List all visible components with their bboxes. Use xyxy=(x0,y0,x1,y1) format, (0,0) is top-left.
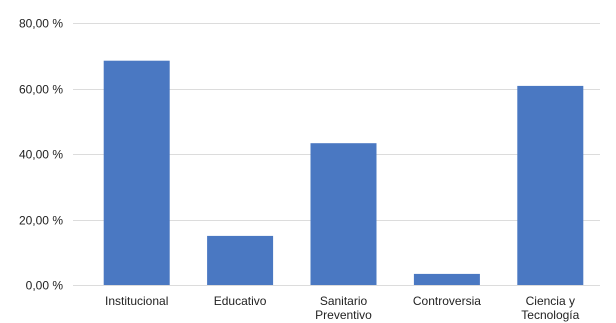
x-category-label-line: Preventivo xyxy=(315,308,372,322)
x-category-label-line: Tecnología xyxy=(521,308,579,322)
x-category-label: Sanitario Preventivo xyxy=(315,294,372,322)
bar-sanitario-preventivo xyxy=(310,143,377,285)
bar-institucional xyxy=(103,60,170,286)
bars xyxy=(103,60,584,286)
y-tick-label: 60,00 % xyxy=(19,83,63,97)
x-category-label-line: Sanitario xyxy=(320,294,368,308)
bar-educativo xyxy=(207,235,274,285)
x-category-label: Ciencia y Tecnología xyxy=(521,294,579,322)
bar-ciencia-y-tecnolog-a xyxy=(517,85,584,286)
bar-controversia xyxy=(413,273,480,285)
x-category-label-line: Controversia xyxy=(413,294,481,308)
y-tick-label: 80,00 % xyxy=(19,17,63,31)
x-category-label: Institucional xyxy=(105,294,168,308)
y-axis-tick-labels: 0,00 % 20,00 % 40,00 % 60,00 % 80,00 % xyxy=(19,17,63,293)
x-axis-category-labels: Institucional Educativo Sanitario Preventiv… xyxy=(105,294,580,322)
x-category-label-line: Institucional xyxy=(105,294,168,308)
y-tick-label: 0,00 % xyxy=(26,279,64,293)
x-category-label: Controversia xyxy=(413,294,481,308)
y-tick-label: 20,00 % xyxy=(19,214,63,228)
x-category-label: Educativo xyxy=(214,294,267,308)
x-category-label-line: Educativo xyxy=(214,294,267,308)
y-tick-label: 40,00 % xyxy=(19,148,63,162)
x-category-label-line: Ciencia y xyxy=(526,294,575,308)
